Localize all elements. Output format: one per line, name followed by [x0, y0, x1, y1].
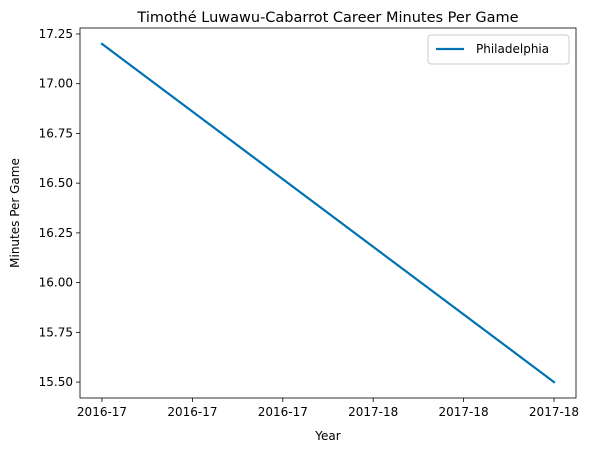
x-tick-label: 2017-18 [529, 405, 579, 419]
y-axis-ticks: 15.50 15.75 16.00 16.25 16.50 16.75 17.00 17.25 [39, 27, 80, 389]
legend-label-philadelphia: Philadelphia [476, 42, 549, 56]
x-tick-label: 2016-17 [77, 405, 127, 419]
y-axis-label: Minutes Per Game [8, 158, 22, 268]
legend: Philadelphia [427, 34, 570, 65]
x-tick-label: 2017-18 [439, 405, 489, 419]
y-tick-label: 17.00 [39, 77, 73, 91]
legend-box [427, 34, 570, 65]
y-tick-label: 15.50 [39, 375, 73, 389]
y-tick-label: 16.50 [39, 176, 73, 190]
series-line-philadelphia [100, 42, 556, 384]
y-tick-label: 17.25 [39, 27, 73, 41]
x-tick-label: 2017-18 [348, 405, 398, 419]
plot-frame [79, 27, 577, 399]
x-tick-label: 2016-17 [167, 405, 217, 419]
x-axis-ticks: 2016-17 2016-17 2016-17 2017-18 2017-18 2017-… [77, 398, 579, 419]
chart-title: Timothé Luwawu-Cabarrot Career Minutes P… [136, 10, 518, 26]
x-tick-label: 2016-17 [258, 405, 308, 419]
y-tick-label: 15.75 [39, 325, 73, 339]
y-tick-label: 16.75 [39, 126, 73, 140]
series-layer [100, 42, 556, 384]
y-tick-label: 16.00 [39, 276, 73, 290]
x-axis-label: Year [314, 429, 340, 443]
y-tick-label: 16.25 [39, 226, 73, 240]
